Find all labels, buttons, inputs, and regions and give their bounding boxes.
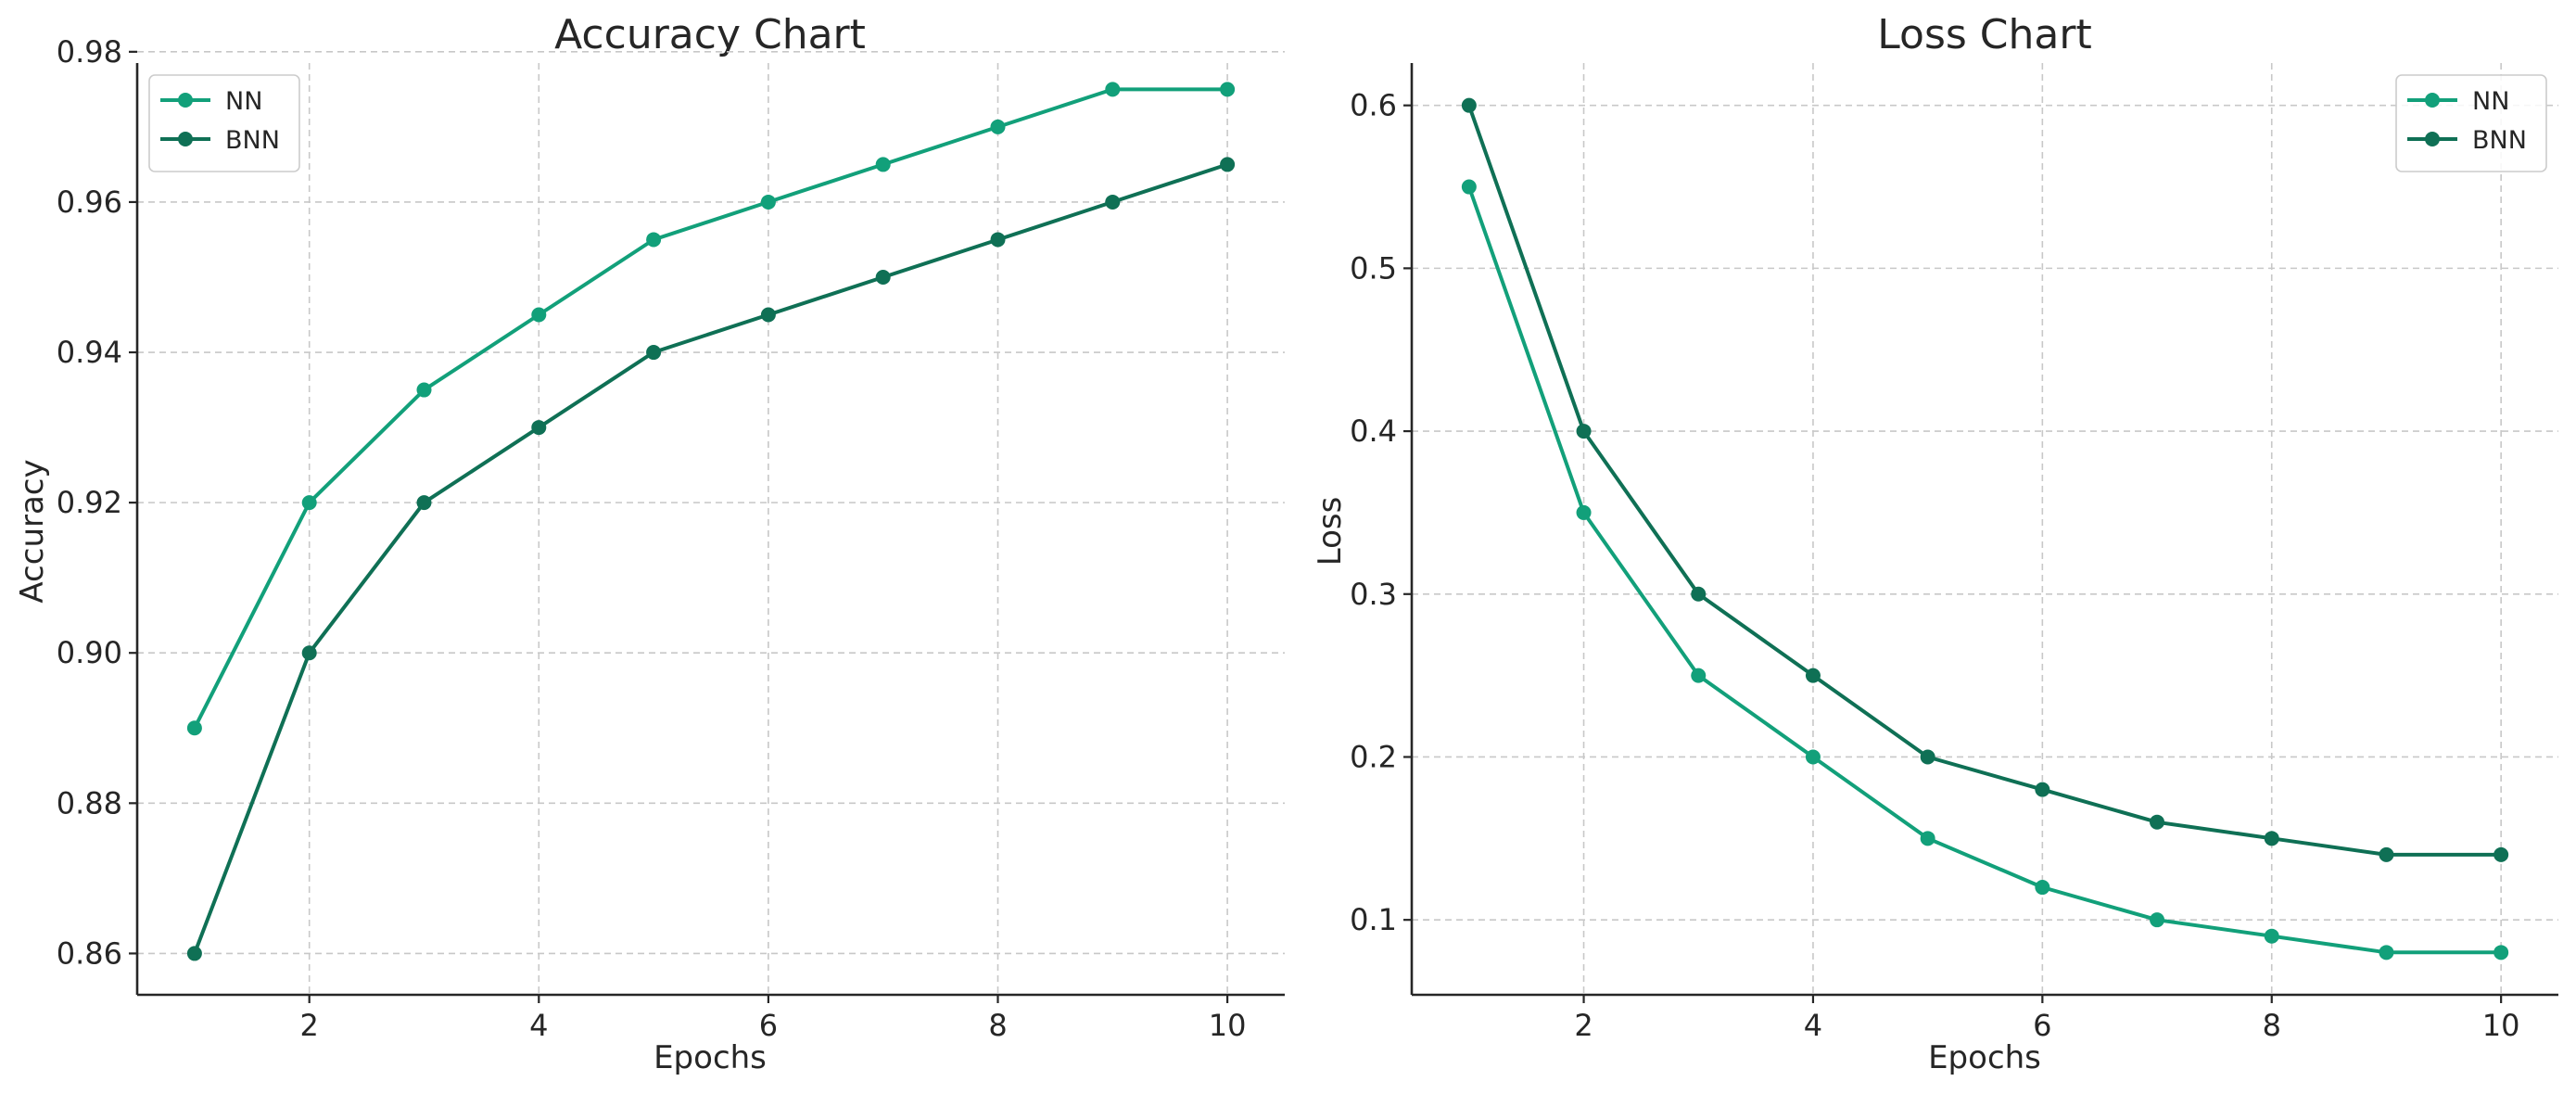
data-point-bnn [1220, 157, 1236, 172]
data-point-bnn [646, 345, 662, 361]
data-point-bnn [1105, 194, 1121, 210]
data-point-bnn [1691, 586, 1707, 602]
data-point-bnn [760, 307, 776, 323]
data-point-nn [1220, 82, 1236, 97]
x-axis-label: Epochs [654, 1039, 767, 1076]
data-point-bnn [1576, 424, 1592, 439]
chart-title: Loss Chart [1877, 11, 2091, 58]
data-point-nn [875, 157, 891, 172]
x-tick-label: 8 [2263, 1008, 2281, 1043]
data-point-nn [2264, 928, 2279, 944]
data-point-bnn [990, 232, 1006, 248]
legend-label-bnn: BNN [225, 126, 280, 155]
y-tick-label: 0.90 [57, 635, 122, 670]
y-tick-label: 0.3 [1350, 577, 1397, 612]
data-point-nn [2494, 945, 2509, 960]
data-point-bnn [2264, 831, 2279, 846]
data-point-bnn [416, 495, 432, 511]
data-point-nn [646, 232, 662, 248]
data-point-bnn [1461, 97, 1477, 113]
data-point-nn [1920, 831, 1935, 846]
series-line-bnn [193, 162, 1228, 955]
data-point-nn [1576, 504, 1592, 520]
legend-frame [148, 74, 300, 172]
y-axis-label: Loss [1312, 497, 1349, 566]
legend-label-nn: NN [2472, 87, 2509, 116]
data-point-nn [1105, 82, 1121, 97]
y-tick-label: 0.4 [1350, 413, 1397, 449]
grid-lines [137, 51, 1285, 995]
loss-chart-panel: Loss Chart Epochs Loss 2 4 6 8 10 0.1 0.2 0.3 0.… [1312, 11, 2558, 1076]
data-point-bnn [1805, 668, 1821, 683]
x-axis-label: Epochs [1928, 1039, 2041, 1076]
data-point-bnn [2150, 814, 2165, 830]
legend-frame [2395, 74, 2547, 172]
data-point-nn [416, 382, 432, 398]
axes-spines [135, 63, 1285, 997]
data-point-nn [1461, 179, 1477, 195]
grid-lines [1412, 63, 2558, 995]
data-point-bnn [301, 645, 317, 661]
y-tick-label: 0.96 [57, 184, 122, 220]
x-tick-label: 10 [1209, 1008, 1247, 1043]
data-point-bnn [531, 420, 547, 436]
y-tick-label: 0.6 [1350, 88, 1397, 123]
x-tick-label: 10 [2482, 1008, 2520, 1043]
y-tick-label: 0.1 [1350, 902, 1397, 937]
series-line-bnn [1466, 105, 2502, 857]
accuracy-chart-panel: Accuracy Chart Epochs Accuracy 2 4 6 8 10 0.8… [14, 11, 1285, 1076]
x-tick-label: 8 [988, 1008, 1007, 1043]
data-point-nn [531, 307, 547, 323]
legend-marker-bnn [2425, 132, 2440, 146]
y-tick-label: 0.88 [57, 785, 122, 820]
data-point-bnn [1920, 749, 1935, 765]
legend-label-bnn: BNN [2472, 126, 2527, 155]
legend: NN BNN [2395, 74, 2547, 172]
series-lines [1461, 97, 2509, 960]
x-tick-label: 6 [2033, 1008, 2051, 1043]
data-point-nn [990, 119, 1006, 134]
legend-label-nn: NN [225, 87, 262, 116]
x-tick-label: 2 [300, 1008, 319, 1043]
data-point-bnn [2494, 846, 2509, 862]
chart-title: Accuracy Chart [554, 11, 866, 58]
y-axis-label: Accuracy [14, 459, 51, 603]
y-tick-label: 0.86 [57, 935, 122, 971]
y-tick-label: 0.92 [57, 485, 122, 520]
y-tick-label: 0.98 [57, 34, 122, 70]
series-line-nn [193, 87, 1228, 730]
axis-ticks: 2 4 6 8 10 0.86 0.88 0.90 0.92 0.94 0.96 0.98 [57, 34, 1247, 1043]
data-point-nn [2150, 912, 2165, 928]
y-tick-label: 0.5 [1350, 250, 1397, 286]
series-lines [186, 82, 1236, 961]
legend-marker-bnn [178, 132, 193, 146]
data-point-nn [186, 720, 202, 736]
x-tick-label: 6 [759, 1008, 778, 1043]
data-point-nn [2379, 945, 2394, 960]
legend: NN BNN [148, 74, 300, 172]
series-line-nn [1466, 185, 2502, 955]
legend-marker-nn [2425, 93, 2440, 108]
axes-spines [1410, 63, 2558, 997]
x-tick-label: 4 [529, 1008, 548, 1043]
data-point-nn [1805, 749, 1821, 765]
y-tick-label: 0.2 [1350, 739, 1397, 774]
data-point-nn [2035, 880, 2050, 896]
x-tick-label: 2 [1574, 1008, 1593, 1043]
data-point-bnn [2379, 846, 2394, 862]
x-tick-label: 4 [1804, 1008, 1822, 1043]
data-point-bnn [875, 269, 891, 285]
data-point-nn [301, 495, 317, 511]
data-point-bnn [2035, 782, 2050, 797]
y-tick-label: 0.94 [57, 335, 122, 370]
data-point-bnn [186, 946, 202, 961]
data-point-nn [760, 194, 776, 210]
data-point-nn [1691, 668, 1707, 683]
axis-ticks: 2 4 6 8 10 0.1 0.2 0.3 0.4 0.5 0.6 [1350, 88, 2519, 1043]
legend-marker-nn [178, 93, 193, 108]
